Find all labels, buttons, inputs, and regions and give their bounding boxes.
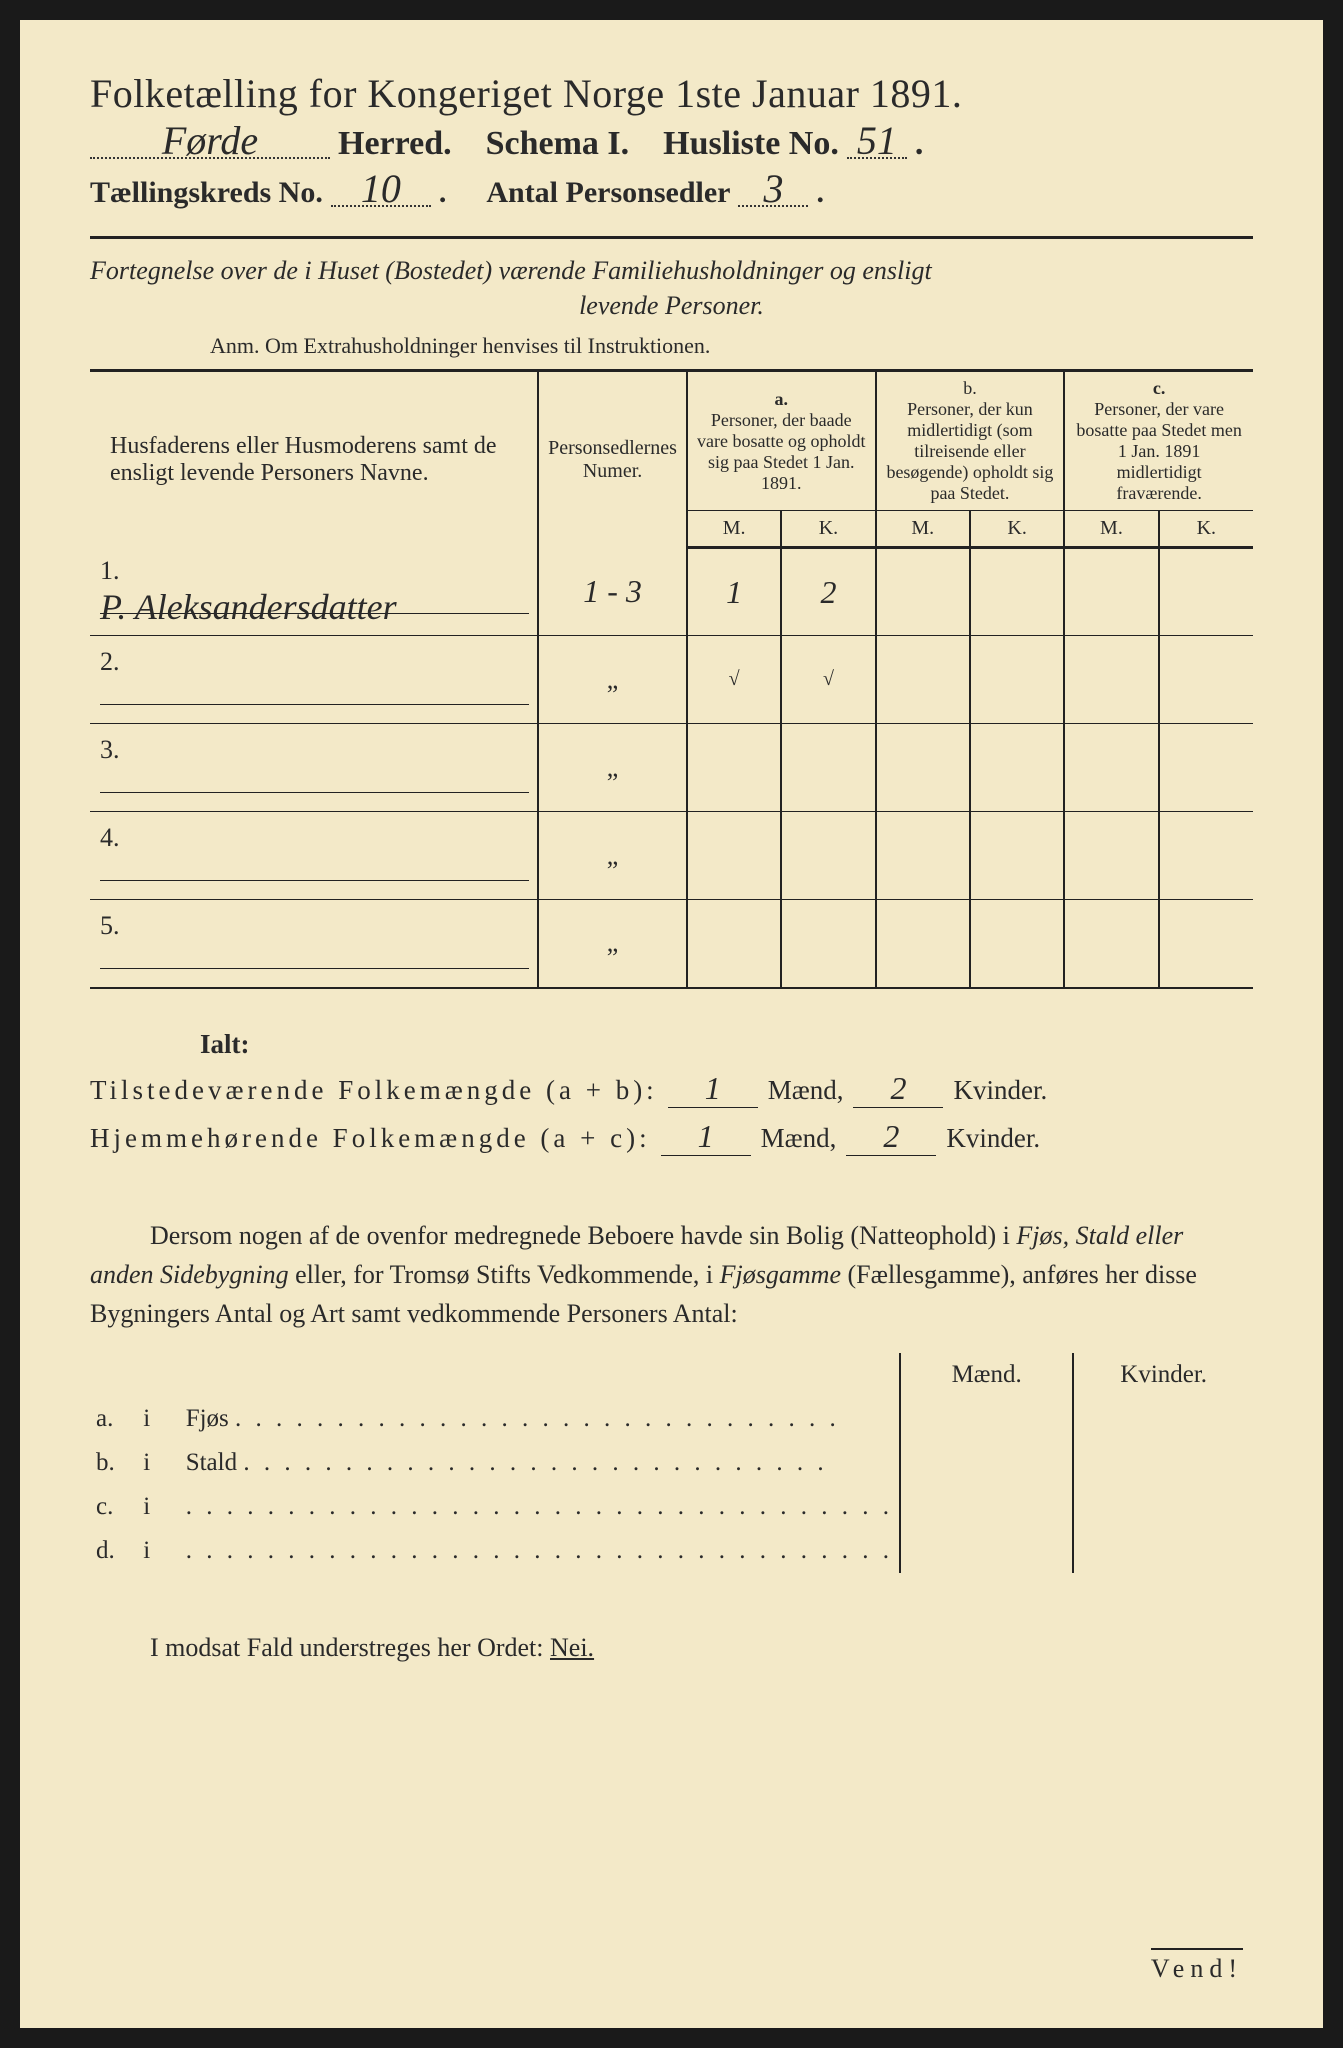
husliste-no: 51 <box>847 125 907 159</box>
table-row: 5. „ <box>90 900 1253 988</box>
row-num: 1. <box>100 556 126 586</box>
th-c-k: K. <box>1159 511 1253 548</box>
husliste-label: Husliste No. <box>663 125 839 163</box>
th-a-m: M. <box>687 511 781 548</box>
row-name: P. Aleksandersdatter <box>100 587 397 627</box>
row-ck <box>1159 548 1253 636</box>
th-numer: Personsedlernes Numer. <box>538 371 687 548</box>
side-kvinder-header: Kvinder. <box>1073 1353 1253 1397</box>
present-m: 1 <box>705 1070 721 1106</box>
row-am: √ <box>687 636 781 724</box>
row-numer: „ <box>538 724 687 812</box>
row-ak: √ <box>781 636 875 724</box>
side-row: b.i Stald . . . . . . . . . . . . . . . … <box>90 1441 1253 1485</box>
th-a: a. Personer, der baade vare bosatte og o… <box>687 371 876 511</box>
row-bm <box>876 548 970 636</box>
vend-label: Vend! <box>1151 1948 1243 1984</box>
antal-label: Antal Personsedler <box>486 176 730 210</box>
side-buildings-table: Mænd. Kvinder. a.i Fjøs . . . . . . . . … <box>90 1353 1253 1573</box>
present-label: Tilstedeværende Folkemængde (a + b): <box>90 1075 658 1106</box>
maend-label: Mænd, <box>761 1123 837 1154</box>
maend-label: Mænd, <box>768 1075 844 1106</box>
row-cm <box>1064 548 1158 636</box>
row-numer: 1 - 3 <box>583 573 642 609</box>
th-name: Husfaderens eller Husmoderens samt de en… <box>90 371 538 548</box>
th-b: b. Personer, der kun midlertidigt (som t… <box>876 371 1065 511</box>
row-numer: „ <box>538 812 687 900</box>
th-c-m: M. <box>1064 511 1158 548</box>
th-c: c. Personer, der vare bosatte paa Stedet… <box>1064 371 1253 511</box>
herred-label: Herred. <box>338 125 452 163</box>
th-a-k: K. <box>781 511 875 548</box>
kreds-label: Tællingskreds No. <box>90 176 323 210</box>
row-num: 5. <box>100 911 126 941</box>
row-num: 2. <box>100 647 126 677</box>
herred-value: Førde <box>90 125 330 159</box>
census-form-page: Folketælling for Kongeriget Norge 1ste J… <box>20 20 1323 2028</box>
th-b-k: K. <box>970 511 1064 548</box>
paragraph: Dersom nogen af de ovenfor medregnede Be… <box>90 1216 1253 1333</box>
side-row: d.i . . . . . . . . . . . . . . . . . . … <box>90 1529 1253 1573</box>
subtitle-line2: levende Personer. <box>90 288 1253 323</box>
row-bk <box>970 548 1064 636</box>
nei-word: Nei. <box>550 1633 594 1662</box>
closing-line: I modsat Fald understreges her Ordet: Ne… <box>90 1633 1253 1663</box>
row-num: 4. <box>100 823 126 853</box>
kreds-dot: . <box>439 176 447 210</box>
resident-m: 1 <box>698 1118 714 1154</box>
present-k: 2 <box>890 1070 906 1106</box>
page-title: Folketælling for Kongeriget Norge 1ste J… <box>90 70 1253 117</box>
subtitle: Fortegnelse over de i Huset (Bostedet) v… <box>90 253 1253 323</box>
side-row: c.i . . . . . . . . . . . . . . . . . . … <box>90 1485 1253 1529</box>
th-b-m: M. <box>876 511 970 548</box>
row-numer: „ <box>538 900 687 988</box>
antal-dot: . <box>816 176 824 210</box>
resident-label: Hjemmehørende Folkemængde (a + c): <box>90 1123 651 1154</box>
household-table: Husfaderens eller Husmoderens samt de en… <box>90 369 1253 989</box>
anm-note: Anm. Om Extrahusholdninger henvises til … <box>210 333 1253 359</box>
table-row: 4. „ <box>90 812 1253 900</box>
ialt-label: Ialt: <box>200 1029 1253 1060</box>
totals-block: Ialt: Tilstedeværende Folkemængde (a + b… <box>90 1029 1253 1156</box>
side-row: a.i Fjøs . . . . . . . . . . . . . . . .… <box>90 1397 1253 1441</box>
antal-value: 3 <box>738 173 808 207</box>
totals-row-present: Tilstedeværende Folkemængde (a + b): 1 M… <box>90 1070 1253 1108</box>
husliste-dot: . <box>915 125 924 163</box>
kvinder-label: Kvinder. <box>946 1123 1040 1154</box>
divider-rule <box>90 236 1253 239</box>
header-line-2: Førde Herred. Schema I. Husliste No. 51 … <box>90 125 1253 163</box>
totals-row-resident: Hjemmehørende Folkemængde (a + c): 1 Mæn… <box>90 1118 1253 1156</box>
table-row: 1. P. Aleksandersdatter 1 - 3 1 2 <box>90 548 1253 636</box>
row-am: 1 <box>726 574 742 610</box>
resident-k: 2 <box>883 1118 899 1154</box>
row-num: 3. <box>100 735 126 765</box>
table-row: 3. „ <box>90 724 1253 812</box>
header-line-3: Tællingskreds No. 10 . Antal Personsedle… <box>90 173 1253 210</box>
row-ak: 2 <box>820 574 836 610</box>
row-numer: „ <box>538 636 687 724</box>
schema-label: Schema I. <box>486 125 630 163</box>
subtitle-line1: Fortegnelse over de i Huset (Bostedet) v… <box>90 256 932 285</box>
kvinder-label: Kvinder. <box>953 1075 1047 1106</box>
table-row: 2. „ √ √ <box>90 636 1253 724</box>
side-maend-header: Mænd. <box>900 1353 1073 1397</box>
kreds-no: 10 <box>331 173 431 207</box>
